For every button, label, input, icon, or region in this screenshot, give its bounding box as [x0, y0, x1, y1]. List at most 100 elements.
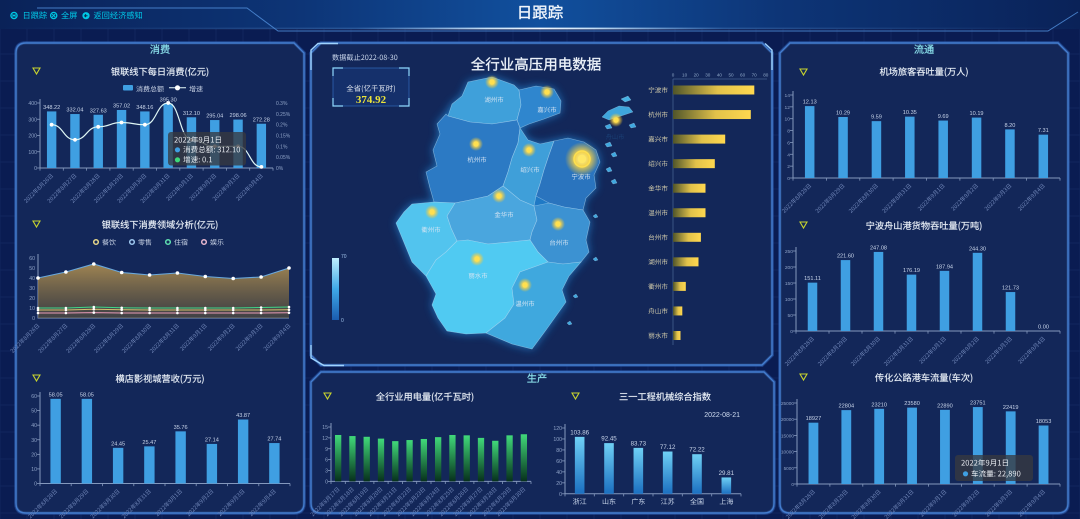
- svg-text:0.05%: 0.05%: [276, 155, 291, 161]
- svg-text:18927: 18927: [806, 416, 822, 422]
- svg-text:0: 0: [791, 482, 794, 487]
- svg-text:0: 0: [672, 73, 675, 78]
- svg-text:58.05: 58.05: [80, 392, 94, 398]
- svg-text:400: 400: [28, 101, 37, 107]
- svg-text:332.04: 332.04: [66, 108, 83, 114]
- svg-text:30: 30: [29, 286, 35, 292]
- svg-text:12.13: 12.13: [803, 100, 817, 106]
- svg-text:80: 80: [556, 448, 562, 454]
- svg-text:312.10: 312.10: [183, 111, 200, 117]
- svg-text:200: 200: [785, 265, 793, 271]
- svg-text:187.94: 187.94: [936, 264, 953, 270]
- svg-text:15: 15: [322, 425, 328, 431]
- svg-text:6: 6: [787, 140, 790, 146]
- svg-text:5000: 5000: [784, 466, 795, 471]
- svg-text:50: 50: [788, 313, 794, 319]
- svg-text:40: 40: [29, 276, 35, 282]
- svg-text:0: 0: [559, 492, 562, 498]
- svg-text:100: 100: [28, 150, 37, 156]
- svg-text:0: 0: [325, 479, 328, 485]
- svg-text:60: 60: [29, 256, 35, 262]
- svg-text:40: 40: [717, 73, 723, 78]
- svg-text:10000: 10000: [781, 450, 794, 455]
- svg-text:0: 0: [34, 166, 37, 172]
- svg-text:70: 70: [341, 254, 347, 260]
- svg-text:20: 20: [694, 73, 700, 78]
- svg-text:0.2%: 0.2%: [276, 123, 288, 129]
- svg-text:298.06: 298.06: [229, 113, 246, 119]
- svg-text:24.45: 24.45: [111, 441, 125, 447]
- svg-text:10: 10: [29, 306, 35, 312]
- svg-text:374.92: 374.92: [356, 94, 387, 106]
- svg-text:50: 50: [29, 266, 35, 272]
- svg-text:10.19: 10.19: [970, 111, 984, 117]
- svg-text:25000: 25000: [781, 401, 794, 406]
- svg-text:40: 40: [31, 423, 37, 429]
- svg-text:4: 4: [787, 152, 790, 158]
- svg-text:23210: 23210: [871, 402, 887, 408]
- svg-text:20: 20: [556, 481, 562, 487]
- svg-text:22419: 22419: [1003, 405, 1019, 411]
- svg-text:10.35: 10.35: [903, 110, 917, 116]
- svg-text:10: 10: [31, 467, 37, 473]
- svg-text:10: 10: [785, 117, 791, 123]
- svg-text:357.02: 357.02: [113, 103, 130, 109]
- svg-text:83.73: 83.73: [631, 440, 647, 447]
- svg-text:0: 0: [34, 482, 37, 488]
- svg-text:29.81: 29.81: [719, 470, 735, 477]
- svg-text:151.11: 151.11: [804, 276, 821, 282]
- svg-text:120: 120: [553, 426, 562, 432]
- svg-text:0: 0: [341, 318, 344, 324]
- svg-text:221.60: 221.60: [837, 254, 854, 260]
- svg-text:395.30: 395.30: [160, 97, 177, 103]
- svg-text:176.19: 176.19: [903, 268, 920, 274]
- svg-text:15000: 15000: [781, 433, 794, 438]
- svg-text:12: 12: [785, 105, 791, 111]
- svg-text:100: 100: [785, 297, 793, 303]
- svg-text:20: 20: [29, 296, 35, 302]
- svg-text:348.16: 348.16: [136, 105, 153, 111]
- svg-text:2: 2: [787, 164, 790, 170]
- svg-text:150: 150: [785, 281, 793, 287]
- svg-text:72.22: 72.22: [689, 447, 705, 454]
- svg-text:0: 0: [790, 329, 793, 335]
- svg-text:35.76: 35.76: [174, 425, 188, 431]
- svg-text:0.15%: 0.15%: [276, 134, 291, 140]
- svg-text:9.59: 9.59: [871, 115, 882, 121]
- svg-text:6: 6: [325, 458, 328, 464]
- svg-text:2022-08-21: 2022-08-21: [704, 412, 740, 419]
- svg-text:50: 50: [31, 409, 37, 415]
- svg-text:247.08: 247.08: [870, 245, 887, 251]
- svg-text:348.22: 348.22: [43, 105, 60, 111]
- svg-text:200: 200: [28, 134, 37, 140]
- svg-text:20000: 20000: [781, 417, 794, 422]
- svg-text:3: 3: [325, 469, 328, 475]
- svg-text:70: 70: [752, 73, 758, 78]
- svg-text:0: 0: [787, 176, 790, 182]
- svg-text:22804: 22804: [839, 404, 855, 410]
- svg-text:250: 250: [785, 249, 793, 255]
- svg-text:77.12: 77.12: [660, 444, 676, 451]
- svg-text:23580: 23580: [904, 401, 920, 407]
- svg-text:295.04: 295.04: [206, 114, 223, 120]
- svg-text:18053: 18053: [1036, 419, 1052, 425]
- svg-text:58.05: 58.05: [49, 392, 63, 398]
- svg-text:80: 80: [763, 73, 769, 78]
- svg-text:100: 100: [553, 437, 562, 443]
- svg-text:60: 60: [740, 73, 746, 78]
- svg-text:0.3%: 0.3%: [276, 101, 288, 107]
- svg-text:60: 60: [556, 459, 562, 465]
- svg-text:0.00: 0.00: [1038, 325, 1049, 331]
- svg-text:0.1%: 0.1%: [276, 144, 288, 150]
- svg-text:30: 30: [31, 438, 37, 444]
- svg-text:10.29: 10.29: [836, 111, 850, 117]
- svg-text:103.86: 103.86: [570, 429, 589, 436]
- svg-text:92.45: 92.45: [601, 436, 617, 443]
- svg-text:121.73: 121.73: [1002, 286, 1019, 292]
- svg-text:30: 30: [705, 73, 711, 78]
- svg-text:300: 300: [28, 117, 37, 123]
- svg-text:25.47: 25.47: [142, 440, 156, 446]
- svg-text:8: 8: [787, 129, 790, 135]
- svg-text:7.31: 7.31: [1038, 128, 1049, 134]
- svg-text:23751: 23751: [970, 401, 986, 407]
